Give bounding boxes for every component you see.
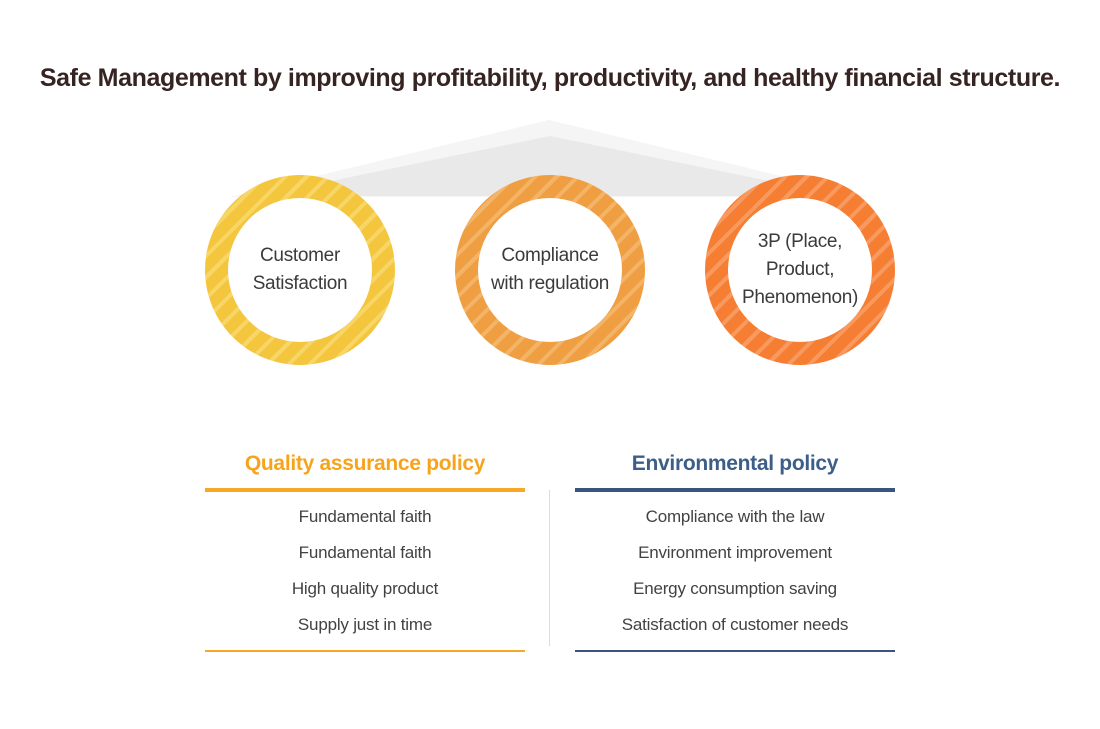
circle-label-line: Product,	[765, 259, 835, 280]
list-item: Satisfaction of customer needs	[621, 615, 849, 634]
list-item: Compliance with the law	[645, 507, 825, 526]
quality-policy-bottom-rule	[205, 650, 525, 652]
circle-customer-satisfaction-label: Customer Satisfaction	[228, 198, 372, 342]
circle-three-p-label: 3P (Place, Product, Phenomenon)	[728, 198, 872, 342]
environmental-policy-title: Environmental policy	[631, 452, 839, 475]
column-divider	[549, 490, 550, 646]
circle-label-line: 3P (Place,	[757, 231, 843, 252]
quality-policy-underline	[205, 488, 525, 492]
quality-assurance-policy-section: Quality assurance policy Fundamental fai…	[205, 450, 525, 652]
circle-customer-satisfaction: Customer Satisfaction	[205, 175, 395, 365]
circle-label-line: Customer	[260, 245, 340, 266]
page-title: Safe Management by improving profitabili…	[39, 64, 1061, 92]
environmental-policy-bottom-rule	[575, 650, 895, 652]
circle-label-line: Compliance	[501, 245, 599, 266]
list-item: Supply just in time	[297, 615, 433, 634]
circle-compliance-with-regulation: Compliance with regulation	[455, 175, 645, 365]
circle-compliance-with-regulation-label: Compliance with regulation	[478, 198, 622, 342]
circle-label-line: with regulation	[490, 273, 610, 294]
list-item: High quality product	[291, 579, 439, 598]
environmental-policy-items: Compliance with the law Environment impr…	[575, 499, 895, 643]
environmental-policy-section: Environmental policy Compliance with the…	[575, 450, 895, 652]
list-item: Fundamental faith	[298, 507, 432, 526]
circle-label-line: Phenomenon)	[741, 287, 859, 308]
list-item: Environment improvement	[638, 543, 832, 562]
circle-three-p: 3P (Place, Product, Phenomenon)	[705, 175, 895, 365]
circle-label-line: Satisfaction	[252, 273, 348, 294]
environmental-policy-underline	[575, 488, 895, 492]
quality-policy-items: Fundamental faith Fundamental faith High…	[205, 499, 525, 643]
quality-policy-title: Quality assurance policy	[244, 452, 486, 475]
list-item: Fundamental faith	[298, 543, 432, 562]
list-item: Energy consumption saving	[633, 579, 837, 598]
